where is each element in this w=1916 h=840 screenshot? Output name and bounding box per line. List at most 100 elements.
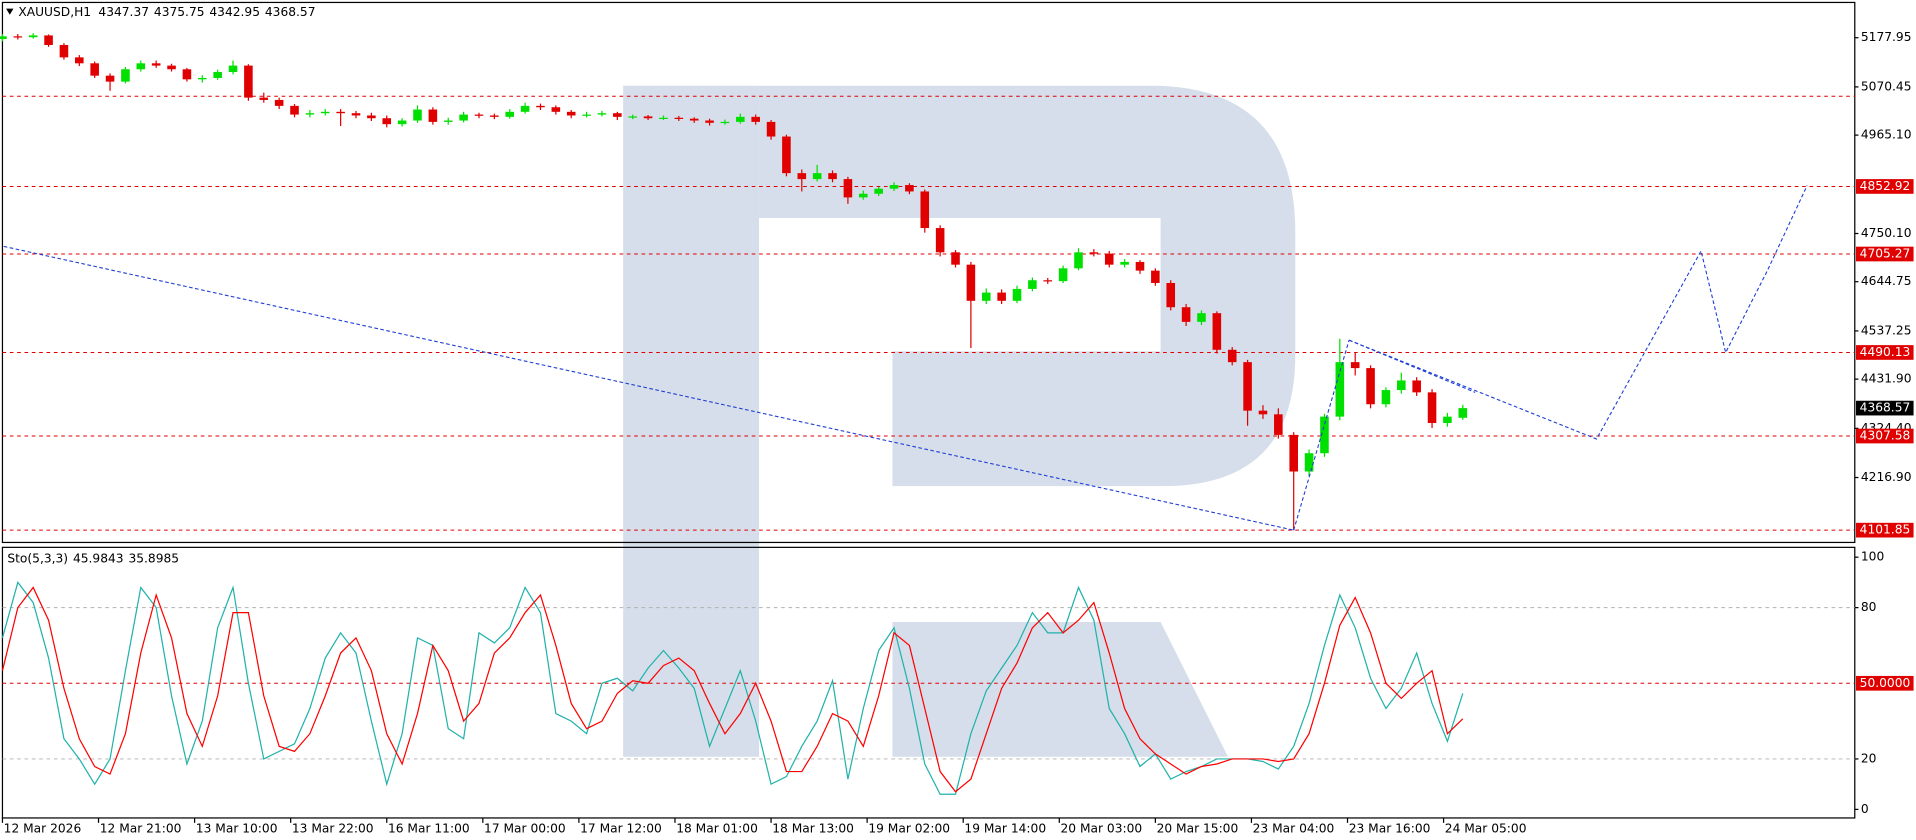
x-tick-label: 18 Mar 13:00: [772, 821, 854, 835]
level-label-box: [1856, 675, 1914, 691]
candle-body: [597, 113, 607, 115]
candle-body: [1397, 380, 1406, 391]
candle-body: [1012, 288, 1022, 301]
candle-body: [674, 117, 684, 119]
candle-body: [720, 121, 730, 124]
candle-body: [28, 35, 38, 38]
candle-body: [1289, 434, 1298, 472]
main-pane-frame: [1, 1, 1856, 544]
high: 4375.75: [154, 5, 205, 19]
candle-body: [812, 173, 822, 180]
candle-body: [843, 179, 853, 198]
y-tick-label: 4750.10: [1861, 226, 1912, 240]
candle-body: [1135, 261, 1145, 271]
candle-body: [613, 113, 622, 117]
level-label: 4490.13: [1860, 345, 1911, 359]
candle-body: [782, 136, 791, 174]
candle-body: [566, 111, 576, 116]
candle-body: [966, 264, 976, 301]
candle-body: [920, 191, 930, 229]
x-tick-label: 12 Mar 2026: [4, 821, 82, 835]
level-label: 4307.58: [1860, 429, 1911, 443]
candle-body: [1043, 280, 1053, 282]
candle-body: [413, 109, 422, 121]
x-tick-label: 19 Mar 14:00: [964, 821, 1046, 835]
x-tick-label: 17 Mar 00:00: [484, 821, 566, 835]
candle-body: [44, 35, 53, 46]
open: 4347.37: [98, 5, 149, 19]
candle-body: [351, 113, 361, 116]
y-tick-label: 4644.75: [1861, 274, 1912, 288]
sub-pane-frame: [1, 546, 1856, 819]
candle-body: [935, 228, 945, 253]
header: XAUUSD,H1 4347.37 4375.75 4342.95 4368.57: [18, 5, 315, 19]
y-tick-label: 20: [1861, 751, 1877, 765]
candle-body: [905, 185, 914, 192]
candle-body: [1350, 362, 1360, 369]
y-tick-label: 0: [1861, 802, 1869, 816]
signal-value: 35.8985: [128, 551, 179, 565]
candle-body: [1028, 280, 1037, 289]
x-tick-label: 23 Mar 04:00: [1253, 821, 1335, 835]
candle-body: [213, 72, 222, 78]
candle-body: [1089, 252, 1099, 254]
candle-body: [505, 111, 515, 117]
level-label-box: [1856, 428, 1914, 444]
candle-body: [490, 115, 499, 117]
candle-body: [428, 109, 438, 122]
y-tick-label: 100: [1861, 550, 1884, 564]
candle-body: [228, 65, 238, 73]
stochastic-line: [1, 581, 1464, 795]
level-label: 4852.92: [1860, 179, 1911, 193]
candle-body: [1366, 368, 1375, 405]
candle-body: [766, 121, 776, 137]
candle-body: [1197, 313, 1206, 322]
level-label-box: [1856, 179, 1914, 194]
candle-body: [889, 185, 899, 189]
main-value: 45.9843: [73, 551, 124, 565]
x-tick-label: 18 Mar 01:00: [676, 821, 758, 835]
y-tick-label: 4965.10: [1861, 128, 1912, 142]
candle-body: [1320, 416, 1329, 454]
candle-body: [1181, 307, 1191, 322]
candle-body: [859, 193, 868, 198]
candle-body: [59, 45, 69, 58]
indicator-header: Sto(5,3,3) 45.9843 35.8985: [7, 551, 179, 565]
price-label: 4368.57: [1860, 401, 1911, 415]
candle-body: [151, 63, 161, 66]
candle-body: [1427, 392, 1437, 424]
y-tick-label: 4537.25: [1861, 323, 1912, 337]
x-tick-label: 16 Mar 11:00: [388, 821, 470, 835]
candle-body: [105, 75, 115, 82]
candle-body: [320, 111, 330, 114]
candle-body: [397, 120, 407, 125]
candle-body: [874, 188, 883, 194]
trend-line: [1348, 339, 1476, 393]
candle-body: [121, 69, 130, 82]
x-tick-label: 12 Mar 21:00: [100, 821, 182, 835]
candle-body: [1243, 362, 1252, 411]
candle-body: [1151, 270, 1160, 283]
candle-body: [1212, 313, 1222, 350]
x-tick-label: 20 Mar 15:00: [1157, 821, 1239, 835]
candle-body: [997, 292, 1006, 301]
level-label: 50.0000: [1860, 676, 1911, 690]
candle-body: [736, 116, 745, 122]
candle-body: [382, 118, 392, 125]
candle-body: [828, 173, 837, 180]
y-tick-label: 5070.45: [1861, 79, 1912, 93]
candle-body: [90, 63, 99, 76]
x-tick-label: 17 Mar 12:00: [580, 821, 662, 835]
candle-body: [1335, 362, 1345, 417]
close: 4368.57: [265, 5, 316, 19]
candle-body: [1104, 253, 1114, 265]
candle-body: [305, 113, 315, 115]
candle-body: [13, 36, 23, 38]
y-tick-label: 4431.90: [1861, 372, 1912, 386]
level-label-box: [1856, 345, 1914, 360]
candle-body: [1304, 453, 1314, 472]
y-tick-label: 4216.90: [1861, 470, 1912, 484]
candle-body: [1258, 410, 1268, 415]
trend-line: [1293, 340, 1350, 531]
